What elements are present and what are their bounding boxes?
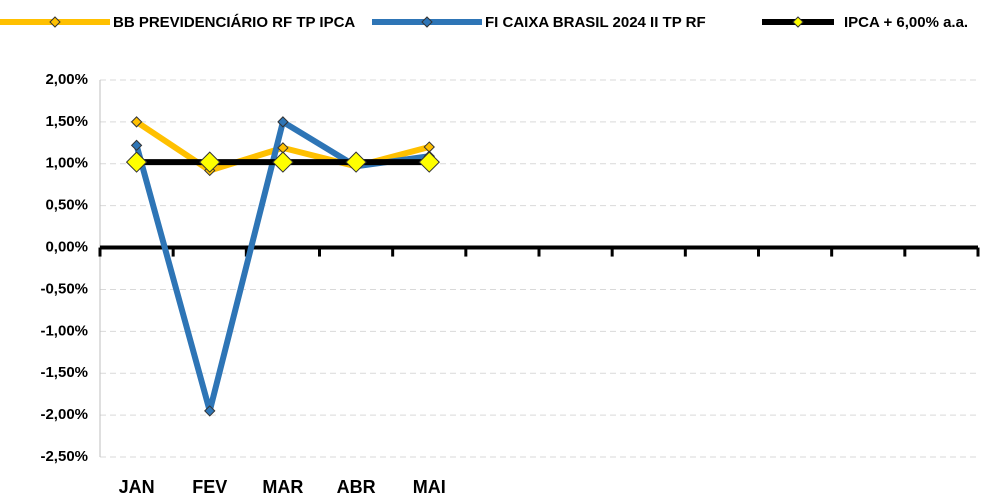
x-tick-label: MAI [413, 477, 446, 497]
marker [272, 151, 294, 173]
y-tick-label: 0,50% [45, 197, 88, 214]
marker [418, 151, 440, 173]
legend-marker [421, 16, 433, 28]
legend-label: BB PREVIDENCIÁRIO RF TP IPCA [113, 14, 355, 31]
y-tick-label: -1,50% [40, 364, 88, 381]
y-tick-label: -2,50% [40, 448, 88, 465]
legend-label: FI CAIXA BRASIL 2024 II TP RF [485, 14, 706, 31]
y-tick-label: 0,00% [45, 239, 88, 256]
marker [345, 151, 367, 173]
x-tick-label: ABR [337, 477, 376, 497]
marker [199, 151, 221, 173]
y-tick-label: 1,00% [45, 155, 88, 172]
legend-marker [49, 16, 61, 28]
marker [130, 139, 143, 152]
x-tick-label: MAR [262, 477, 303, 497]
y-tick-label: 2,00% [45, 71, 88, 88]
y-tick-label: -0,50% [40, 280, 88, 297]
x-tick-label: JAN [119, 477, 155, 497]
y-tick-label: -1,00% [40, 322, 88, 339]
legend-label: IPCA + 6,00% a.a. [844, 14, 968, 31]
marker [277, 116, 289, 128]
marker [204, 405, 216, 417]
marker [130, 116, 143, 128]
marker [125, 151, 148, 173]
legend-marker [792, 16, 804, 28]
x-tick-label: FEV [192, 477, 227, 497]
y-tick-label: -2,00% [40, 406, 88, 423]
y-tick-label: 1,50% [45, 113, 88, 130]
